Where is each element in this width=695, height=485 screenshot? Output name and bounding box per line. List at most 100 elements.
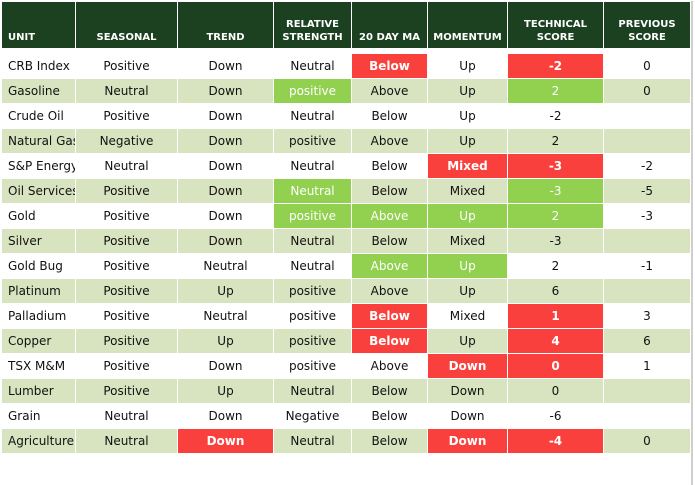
cell-previous-score [603, 378, 691, 404]
cell-trend: Down [177, 178, 274, 204]
cell-previous-score: 0 [603, 78, 691, 104]
cell-relative-strength: positive [273, 78, 352, 104]
cell-previous-score: -1 [603, 253, 691, 279]
cell-unit: Oil Services [1, 178, 76, 204]
cell-technical-score: 2 [507, 253, 604, 279]
commodity-technical-table: UNIT SEASONAL TREND RELATIVE STRENGTH 20… [1, 1, 691, 454]
table-row: Natural Gas Negative Down positive Above Up 2 [1, 128, 691, 154]
cell-20-day-ma: Below [351, 303, 428, 329]
cell-trend: Neutral [177, 253, 274, 279]
table-row: S&P Energy Neutral Down Neutral Below Mixed -3… [1, 153, 691, 179]
cell-technical-score: 4 [507, 328, 604, 354]
cell-technical-score: -2 [507, 103, 604, 129]
cell-momentum: Up [427, 203, 508, 229]
cell-unit: Platinum [1, 278, 76, 304]
cell-relative-strength: Negative [273, 403, 352, 429]
cell-relative-strength: positive [273, 328, 352, 354]
cell-technical-score: 1 [507, 303, 604, 329]
cell-momentum: Up [427, 253, 508, 279]
cell-relative-strength: positive [273, 128, 352, 154]
cell-seasonal: Positive [75, 278, 178, 304]
table-body: CRB Index Positive Down Neutral Below Up -2 0 Ga… [1, 48, 691, 454]
table-row: Grain Neutral Down Negative Below Down -6 [1, 403, 691, 429]
cell-20-day-ma: Below [351, 178, 428, 204]
cell-trend: Up [177, 278, 274, 304]
cell-previous-score: 3 [603, 303, 691, 329]
cell-20-day-ma: Above [351, 128, 428, 154]
cell-relative-strength: positive [273, 303, 352, 329]
table-row: Lumber Positive Up Neutral Below Down 0 [1, 378, 691, 404]
cell-relative-strength: positive [273, 353, 352, 379]
cell-previous-score: 1 [603, 353, 691, 379]
cell-unit: Gold [1, 203, 76, 229]
cell-previous-score: -2 [603, 153, 691, 179]
cell-trend: Neutral [177, 303, 274, 329]
cell-relative-strength: Neutral [273, 153, 352, 179]
cell-seasonal: Positive [75, 253, 178, 279]
header-previous-score: PREVIOUS SCORE [603, 1, 691, 49]
table-row: Copper Positive Up positive Below Up 4 6 [1, 328, 691, 354]
cell-unit: Crude Oil [1, 103, 76, 129]
cell-20-day-ma: Below [351, 153, 428, 179]
cell-technical-score: 2 [507, 128, 604, 154]
header-seasonal: SEASONAL [75, 1, 178, 49]
cell-seasonal: Positive [75, 53, 178, 79]
cell-trend: Down [177, 128, 274, 154]
cell-unit: S&P Energy [1, 153, 76, 179]
table-row: Gold Bug Positive Neutral Neutral Above Up 2 -1 [1, 253, 691, 279]
cell-seasonal: Positive [75, 303, 178, 329]
cell-20-day-ma: Below [351, 103, 428, 129]
cell-previous-score: -3 [603, 203, 691, 229]
cell-relative-strength: Neutral [273, 428, 352, 454]
cell-previous-score: 0 [603, 53, 691, 79]
cell-momentum: Mixed [427, 178, 508, 204]
cell-previous-score [603, 278, 691, 304]
cell-momentum: Up [427, 328, 508, 354]
cell-previous-score [603, 403, 691, 429]
cell-seasonal: Neutral [75, 403, 178, 429]
cell-unit: Grain [1, 403, 76, 429]
cell-technical-score: -3 [507, 153, 604, 179]
header-relative-strength: RELATIVE STRENGTH [273, 1, 352, 49]
cell-trend: Down [177, 403, 274, 429]
cell-unit: CRB Index [1, 53, 76, 79]
header-unit: UNIT [1, 1, 76, 49]
cell-momentum: Up [427, 53, 508, 79]
table-row: CRB Index Positive Down Neutral Below Up -2 0 [1, 53, 691, 79]
cell-unit: Copper [1, 328, 76, 354]
cell-technical-score: 0 [507, 378, 604, 404]
cell-momentum: Mixed [427, 153, 508, 179]
cell-seasonal: Positive [75, 353, 178, 379]
cell-trend: Down [177, 103, 274, 129]
cell-relative-strength: positive [273, 278, 352, 304]
cell-trend: Down [177, 353, 274, 379]
header-technical-score: TECHNICAL SCORE [507, 1, 604, 49]
cell-previous-score: 6 [603, 328, 691, 354]
cell-seasonal: Positive [75, 178, 178, 204]
cell-unit: Agriculture [1, 428, 76, 454]
cell-relative-strength: Neutral [273, 53, 352, 79]
cell-unit: Palladium [1, 303, 76, 329]
cell-trend: Up [177, 328, 274, 354]
cell-momentum: Up [427, 103, 508, 129]
cell-technical-score: -4 [507, 428, 604, 454]
cell-trend: Down [177, 203, 274, 229]
cell-seasonal: Positive [75, 203, 178, 229]
cell-relative-strength: Neutral [273, 103, 352, 129]
cell-momentum: Up [427, 128, 508, 154]
cell-20-day-ma: Below [351, 228, 428, 254]
cell-unit: Natural Gas [1, 128, 76, 154]
cell-previous-score [603, 128, 691, 154]
cell-relative-strength: Neutral [273, 253, 352, 279]
header-momentum: MOMENTUM [427, 1, 508, 49]
cell-trend: Down [177, 153, 274, 179]
cell-momentum: Down [427, 378, 508, 404]
cell-relative-strength: Neutral [273, 178, 352, 204]
cell-relative-strength: Neutral [273, 378, 352, 404]
cell-trend: Up [177, 378, 274, 404]
cell-20-day-ma: Above [351, 203, 428, 229]
cell-20-day-ma: Above [351, 278, 428, 304]
cell-technical-score: 2 [507, 203, 604, 229]
cell-seasonal: Neutral [75, 78, 178, 104]
